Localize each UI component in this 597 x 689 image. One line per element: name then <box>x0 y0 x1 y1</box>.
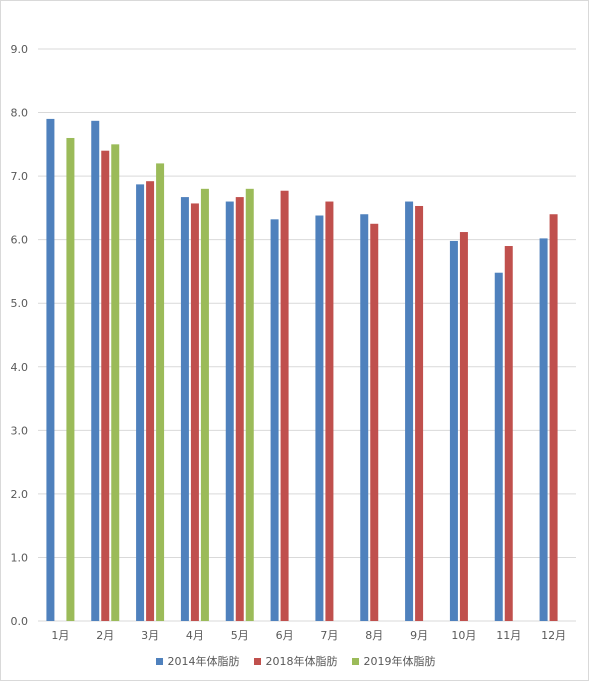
bar <box>315 215 324 621</box>
x-tick-label: 9月 <box>410 629 428 642</box>
bar <box>459 232 468 622</box>
x-tick-label: 11月 <box>496 629 521 642</box>
bar <box>111 144 120 622</box>
bar <box>91 120 100 621</box>
y-tick-label: 1.0 <box>11 551 29 564</box>
bar <box>66 137 75 621</box>
legend-label-2018: 2018年体脂肪 <box>265 655 338 668</box>
legend-item-2014: 2014年体脂肪 <box>155 653 240 669</box>
bar <box>325 201 334 622</box>
bar <box>449 240 458 621</box>
x-tick-label: 3月 <box>141 629 159 642</box>
x-tick-label: 6月 <box>276 629 294 642</box>
legend-label-2014: 2014年体脂肪 <box>167 655 240 668</box>
y-tick-label: 8.0 <box>11 107 29 120</box>
bar <box>46 118 55 622</box>
bar <box>415 205 424 621</box>
legend-item-2018: 2018年体脂肪 <box>253 653 338 669</box>
x-tick-label: 8月 <box>365 629 383 642</box>
bar <box>360 214 369 621</box>
bar <box>200 188 209 622</box>
bar <box>504 246 513 621</box>
bar <box>370 223 379 621</box>
bar <box>494 272 503 621</box>
x-tick-label: 2月 <box>96 629 114 642</box>
bar <box>235 197 244 621</box>
y-tick-label: 9.0 <box>11 43 29 56</box>
x-tick-label: 5月 <box>231 629 249 642</box>
x-tick-label: 12月 <box>541 629 566 642</box>
bar <box>539 238 548 621</box>
y-tick-label: 3.0 <box>11 424 29 437</box>
bar <box>190 203 199 621</box>
legend: 2014年体脂肪 2018年体脂肪 2019年体脂肪 <box>1 653 590 669</box>
x-tick-label: 7月 <box>320 629 338 642</box>
bar <box>101 150 110 621</box>
legend-swatch-2018 <box>253 657 261 665</box>
chart-frame: 0.0 1.0 2.0 3.0 4.0 5.0 6.0 7.0 8.0 9.0 1月 2月 3月 4月 5月… <box>0 0 589 681</box>
bar <box>270 219 279 621</box>
bar <box>156 163 165 621</box>
legend-swatch-2019 <box>351 657 359 665</box>
x-tick-label: 4月 <box>186 629 204 642</box>
bar <box>280 190 289 621</box>
bar <box>245 188 254 622</box>
y-tick-label: 0.0 <box>11 615 29 628</box>
legend-label-2019: 2019年体脂肪 <box>363 655 436 668</box>
bar <box>146 181 155 621</box>
y-tick-label: 5.0 <box>11 297 29 310</box>
bar <box>549 214 558 621</box>
y-tick-label: 2.0 <box>11 488 29 501</box>
bar <box>180 197 189 621</box>
y-tick-label: 4.0 <box>11 361 29 374</box>
x-tick-label: 10月 <box>451 629 476 642</box>
bar <box>136 184 145 621</box>
legend-swatch-2014 <box>155 657 163 665</box>
bar <box>225 201 234 622</box>
x-tick-label: 1月 <box>51 629 69 642</box>
y-tick-label: 7.0 <box>11 170 29 183</box>
y-tick-label: 6.0 <box>11 234 29 247</box>
bar-chart: 0.0 1.0 2.0 3.0 4.0 5.0 6.0 7.0 8.0 9.0 1月 2月 3月 4月 5月… <box>11 43 576 642</box>
bar <box>405 201 414 622</box>
legend-item-2019: 2019年体脂肪 <box>351 653 436 669</box>
